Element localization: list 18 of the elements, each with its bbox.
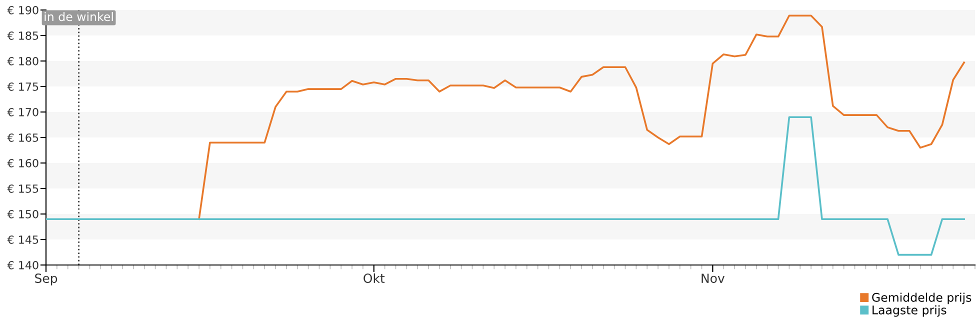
x-tick-label: Sep (35, 274, 58, 286)
legend-label: Laagste prijs (872, 305, 946, 317)
y-tick-label: € 155 (7, 184, 38, 193)
ref-line-label: in de winkel (44, 12, 113, 22)
y-tick-label: € 150 (7, 210, 38, 218)
y-tick-label: € 175 (7, 82, 38, 91)
y-tick-label: € 190 (7, 6, 38, 14)
x-tick-label: Okt (364, 273, 385, 284)
y-tick-label: € 165 (7, 133, 38, 142)
y-tick-label: € 160 (7, 158, 38, 168)
y-tick-label: € 180 (7, 56, 38, 66)
x-tick-label: Nov (702, 274, 725, 284)
line-series (198, 14, 965, 220)
y-tick-label: € 170 (7, 108, 38, 116)
y-tick-label: € 145 (7, 235, 38, 244)
legend-label: Gemiddelde prijs (872, 292, 972, 304)
y-tick-label: € 140 (7, 260, 38, 270)
y-tick-label: € 185 (7, 31, 38, 40)
